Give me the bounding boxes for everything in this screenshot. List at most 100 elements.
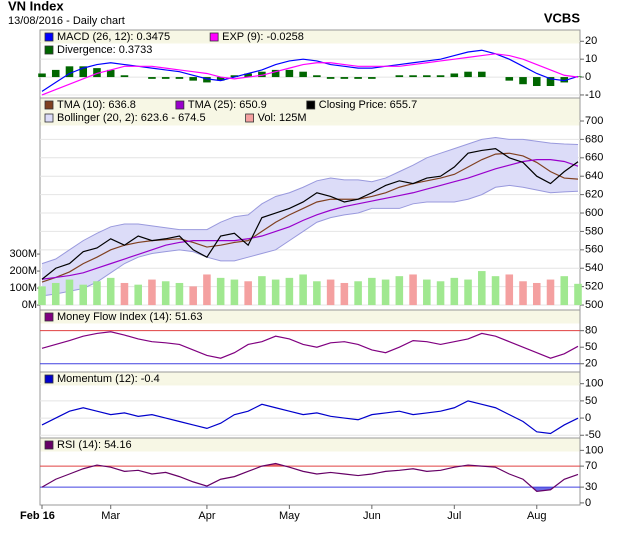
divergence-bar [203,77,211,83]
legend-swatch [44,440,54,450]
divergence-bar [409,75,417,78]
legend-swatch [209,32,219,42]
legend-swatch [306,100,316,110]
divergence-bar [436,75,445,78]
legend-item: Bollinger (20, 2): 623.6 - 674.5 [44,112,206,124]
y-tick-label: -50 [585,429,601,441]
y-tick-label: 20 [585,358,597,370]
series-line [41,49,579,92]
legend-swatch [44,32,54,42]
y-tick-label: 0 [585,71,591,83]
volume-bar [313,281,321,306]
legend-swatch [44,100,54,110]
volume-bar [464,279,472,306]
volume-bar [79,284,88,306]
y-tick-label: 50 [585,395,597,407]
volume-bar [532,282,541,306]
divergence-bar [368,77,376,79]
chart-title: VN Index [8,0,64,13]
divergence-bar [354,77,362,79]
legend-label: Money Flow Index (14): 51.63 [57,311,203,323]
chart-subtitle: 13/08/2016 - Daily chart [8,15,125,27]
legend-item: MACD (26, 12): 0.3475 [44,31,170,43]
legend-swatch [44,374,54,384]
divergence-bar [216,77,225,81]
series-line [41,147,579,280]
volume-bar [271,279,280,306]
divergence-bar [450,73,459,78]
series-line [41,53,579,96]
legend-item: EXP (9): -0.0258 [209,31,304,43]
divergence-bar [285,69,294,78]
volume-bar [381,279,390,306]
series-line [41,159,579,280]
y-tick-label: 620 [585,189,603,201]
y2-tick-label: 300M [9,248,37,260]
divergence-bar [161,77,170,79]
divergence-bar [106,69,115,78]
y-tick-label: 30 [585,481,597,493]
volume-bar [93,281,101,306]
y2-tick-label: 0M [22,299,37,311]
volume-bar [230,279,239,306]
legend-label: Momentum (12): -0.4 [57,373,160,385]
divergence-bar [51,69,60,78]
y-tick-label: 700 [585,115,603,127]
bollinger-upper [41,137,579,265]
volume-bar [423,279,431,306]
divergence-bar [464,71,472,78]
divergence-bar [65,66,74,78]
x-tick-label: Feb 16 [20,510,55,522]
volume-bar [175,282,184,306]
volume-bar [148,279,156,306]
y2-tick-label: 200M [9,265,37,277]
legend-label: EXP (9): -0.0258 [222,31,304,43]
volume-bar [560,276,569,306]
volume-bar [258,276,266,306]
legend-swatch [44,113,54,123]
legend-label: RSI (14): 54.16 [57,439,132,451]
volume-bar [120,282,129,306]
legend-swatch [44,45,54,55]
volume-bar [395,276,404,306]
divergence-bar [299,71,307,78]
volume-bar [285,277,294,306]
volume-bar [299,274,307,306]
volume-bar [546,279,555,306]
legend-label: TMA (25): 650.9 [188,99,267,111]
y-tick-label: 100 [585,444,603,456]
y-tick-label: 0 [585,412,591,424]
x-tick-label: Jul [447,510,461,522]
x-tick-label: Mar [101,510,120,522]
volume-bar [574,283,582,306]
x-tick-label: May [279,510,300,522]
legend-item: Vol: 125M [245,112,307,124]
legend-label: TMA (10): 636.8 [57,99,136,111]
legend-item: TMA (25): 650.9 [175,99,267,111]
series-line [41,331,579,359]
volume-bar [38,286,46,306]
legend-item: Closing Price: 655.7 [306,99,417,111]
volume-bar [326,279,335,306]
divergence-bar [93,68,101,78]
divergence-bar [189,77,197,81]
legend-item: Divergence: 0.3733 [44,44,152,56]
legend-strip [40,30,580,44]
legend-item: Momentum (12): -0.4 [44,373,160,385]
divergence-bar [546,77,555,87]
y-tick-label: 80 [585,325,597,337]
y-tick-label: 600 [585,207,603,219]
volume-bar [244,281,252,306]
x-tick-label: Jun [363,510,381,522]
divergence-bar [258,71,266,78]
volume-bar [409,274,417,306]
legend-strip [40,310,580,324]
y-tick-label: 520 [585,281,603,293]
divergence-bar [478,71,486,78]
y-tick-label: 660 [585,152,603,164]
volume-bar [189,286,197,306]
divergence-bar [395,75,404,78]
series-line [41,152,579,283]
volume-bar [161,281,170,306]
y-tick-label: 70 [585,460,597,472]
